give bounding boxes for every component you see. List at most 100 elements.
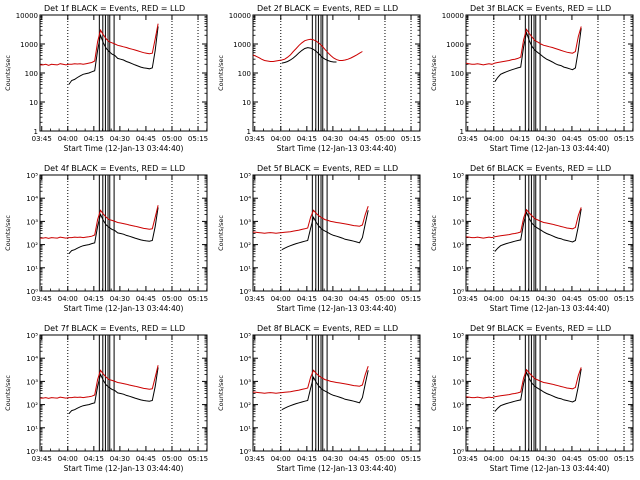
x-axis-label: Start Time (12-Jan-13 03:44:40) bbox=[64, 144, 184, 153]
y-tick-label: 1 bbox=[34, 128, 38, 136]
x-tick-label: 04:30 bbox=[323, 455, 343, 463]
chart-panel-2: Det 2f BLACK = Events, RED = LLD 1 10 100 10… bbox=[217, 4, 421, 153]
events-series-line bbox=[494, 368, 582, 412]
y-tick-label: 10³ bbox=[452, 218, 464, 226]
x-tick-label: 05:15 bbox=[188, 455, 208, 463]
y-tick-label: 10¹ bbox=[239, 265, 251, 273]
y-tick-label: 10⁴ bbox=[452, 355, 464, 363]
y-tick-label: 10000 bbox=[16, 12, 38, 20]
y-tick-label: 1000 bbox=[446, 41, 464, 49]
x-tick-label: 03:45 bbox=[458, 135, 478, 143]
x-tick-label: 03:45 bbox=[32, 135, 52, 143]
y-tick-label: 10² bbox=[239, 242, 251, 250]
y-tick-label: 10³ bbox=[239, 218, 251, 226]
x-tick-label: 04:45 bbox=[562, 135, 582, 143]
y-tick-label: 10⁵ bbox=[452, 172, 464, 180]
x-tick-label: 03:45 bbox=[245, 455, 265, 463]
lld-series-line bbox=[40, 365, 159, 399]
lld-series-line bbox=[252, 38, 363, 62]
chart-panel-5: Det 5f BLACK = Events, RED = LLD 10⁰ 10¹ 10… bbox=[217, 164, 421, 313]
y-tick-label: 10¹ bbox=[26, 425, 38, 433]
y-axis-label: Counts/sec bbox=[4, 55, 12, 91]
x-axis-label: Start Time (12-Jan-13 03:44:40) bbox=[490, 464, 610, 473]
events-series-line bbox=[68, 207, 159, 255]
plot-frame bbox=[252, 334, 421, 452]
x-tick-label: 04:30 bbox=[536, 135, 556, 143]
plot-frame bbox=[39, 174, 208, 292]
y-tick-label: 10⁴ bbox=[26, 195, 38, 203]
y-tick-label: 10² bbox=[452, 402, 464, 410]
x-tick-label: 05:15 bbox=[614, 455, 634, 463]
y-tick-label: 10⁴ bbox=[452, 195, 464, 203]
x-tick-label: 03:45 bbox=[458, 455, 478, 463]
y-tick-label: 10000 bbox=[229, 12, 251, 20]
x-tick-label: 04:45 bbox=[562, 295, 582, 303]
x-tick-label: 04:00 bbox=[484, 295, 504, 303]
x-tick-label: 04:45 bbox=[136, 135, 156, 143]
x-tick-label: 05:00 bbox=[162, 295, 182, 303]
x-tick-label: 05:00 bbox=[162, 135, 182, 143]
y-axis-label: Counts/sec bbox=[4, 215, 12, 251]
events-series-line bbox=[494, 208, 582, 252]
y-tick-label: 10⁰ bbox=[452, 288, 464, 296]
y-tick-label: 10³ bbox=[239, 378, 251, 386]
x-tick-label: 04:00 bbox=[58, 455, 78, 463]
chart-title: Det 2f BLACK = Events, RED = LLD bbox=[257, 4, 398, 13]
chart-panel-4: Det 4f BLACK = Events, RED = LLD 10⁰ 10¹ 10… bbox=[4, 164, 208, 313]
x-tick-label: 05:15 bbox=[401, 135, 421, 143]
x-tick-label: 05:00 bbox=[375, 455, 395, 463]
y-tick-label: 10⁵ bbox=[239, 332, 251, 340]
y-tick-label: 1000 bbox=[20, 41, 38, 49]
chart-title: Det 3f BLACK = Events, RED = LLD bbox=[470, 4, 611, 13]
plot-frame bbox=[252, 174, 421, 292]
x-tick-label: 03:45 bbox=[245, 295, 265, 303]
x-tick-label: 05:00 bbox=[375, 295, 395, 303]
y-tick-label: 1000 bbox=[233, 41, 251, 49]
x-tick-label: 05:15 bbox=[614, 295, 634, 303]
x-tick-label: 04:45 bbox=[562, 455, 582, 463]
y-tick-label: 10³ bbox=[452, 378, 464, 386]
y-tick-label: 10 bbox=[455, 99, 464, 107]
lld-series-line bbox=[465, 26, 582, 66]
x-tick-label: 04:00 bbox=[484, 135, 504, 143]
y-tick-label: 100 bbox=[25, 70, 38, 78]
x-tick-label: 04:30 bbox=[323, 295, 343, 303]
x-tick-label: 05:15 bbox=[614, 135, 634, 143]
plot-frame bbox=[465, 174, 634, 292]
events-series-line bbox=[68, 26, 159, 85]
y-tick-label: 10⁰ bbox=[452, 448, 464, 456]
y-tick-label: 10 bbox=[242, 99, 251, 107]
y-tick-label: 10⁴ bbox=[26, 355, 38, 363]
x-tick-label: 04:30 bbox=[536, 295, 556, 303]
chart-panel-3: Det 3f BLACK = Events, RED = LLD 1 10 100 10… bbox=[430, 4, 634, 153]
events-series-line bbox=[281, 370, 369, 411]
y-axis-label: Counts/sec bbox=[217, 55, 225, 91]
x-tick-label: 04:30 bbox=[110, 135, 130, 143]
x-tick-label: 04:15 bbox=[510, 135, 530, 143]
chart-title: Det 8f BLACK = Events, RED = LLD bbox=[257, 324, 398, 333]
plot-frame bbox=[39, 14, 208, 132]
x-tick-label: 05:15 bbox=[188, 135, 208, 143]
chart-panel-1: Det 1f BLACK = Events, RED = LLD 1 10 100 10… bbox=[4, 4, 208, 153]
y-tick-label: 10000 bbox=[442, 12, 464, 20]
chart-title: Det 7f BLACK = Events, RED = LLD bbox=[44, 324, 185, 333]
x-tick-label: 04:15 bbox=[297, 455, 317, 463]
x-tick-label: 04:15 bbox=[297, 295, 317, 303]
x-tick-label: 04:30 bbox=[323, 135, 343, 143]
y-tick-label: 10⁰ bbox=[239, 448, 251, 456]
x-tick-label: 04:30 bbox=[536, 455, 556, 463]
y-axis-label: Counts/sec bbox=[217, 375, 225, 411]
chart-panel-9: Det 9f BLACK = Events, RED = LLD 10⁰ 10¹ 10… bbox=[430, 324, 634, 473]
x-tick-label: 05:00 bbox=[588, 135, 608, 143]
y-tick-label: 10⁴ bbox=[239, 355, 251, 363]
x-tick-label: 04:30 bbox=[110, 295, 130, 303]
x-tick-label: 05:00 bbox=[588, 455, 608, 463]
chart-panel-6: Det 6f BLACK = Events, RED = LLD 10⁰ 10¹ 10… bbox=[430, 164, 634, 313]
y-axis-label: Counts/sec bbox=[4, 375, 12, 411]
x-tick-label: 04:45 bbox=[349, 455, 369, 463]
y-tick-label: 10⁵ bbox=[452, 332, 464, 340]
x-axis-label: Start Time (12-Jan-13 03:44:40) bbox=[277, 464, 397, 473]
x-tick-label: 04:45 bbox=[136, 455, 156, 463]
x-tick-label: 03:45 bbox=[32, 455, 52, 463]
y-tick-label: 10³ bbox=[26, 378, 38, 386]
